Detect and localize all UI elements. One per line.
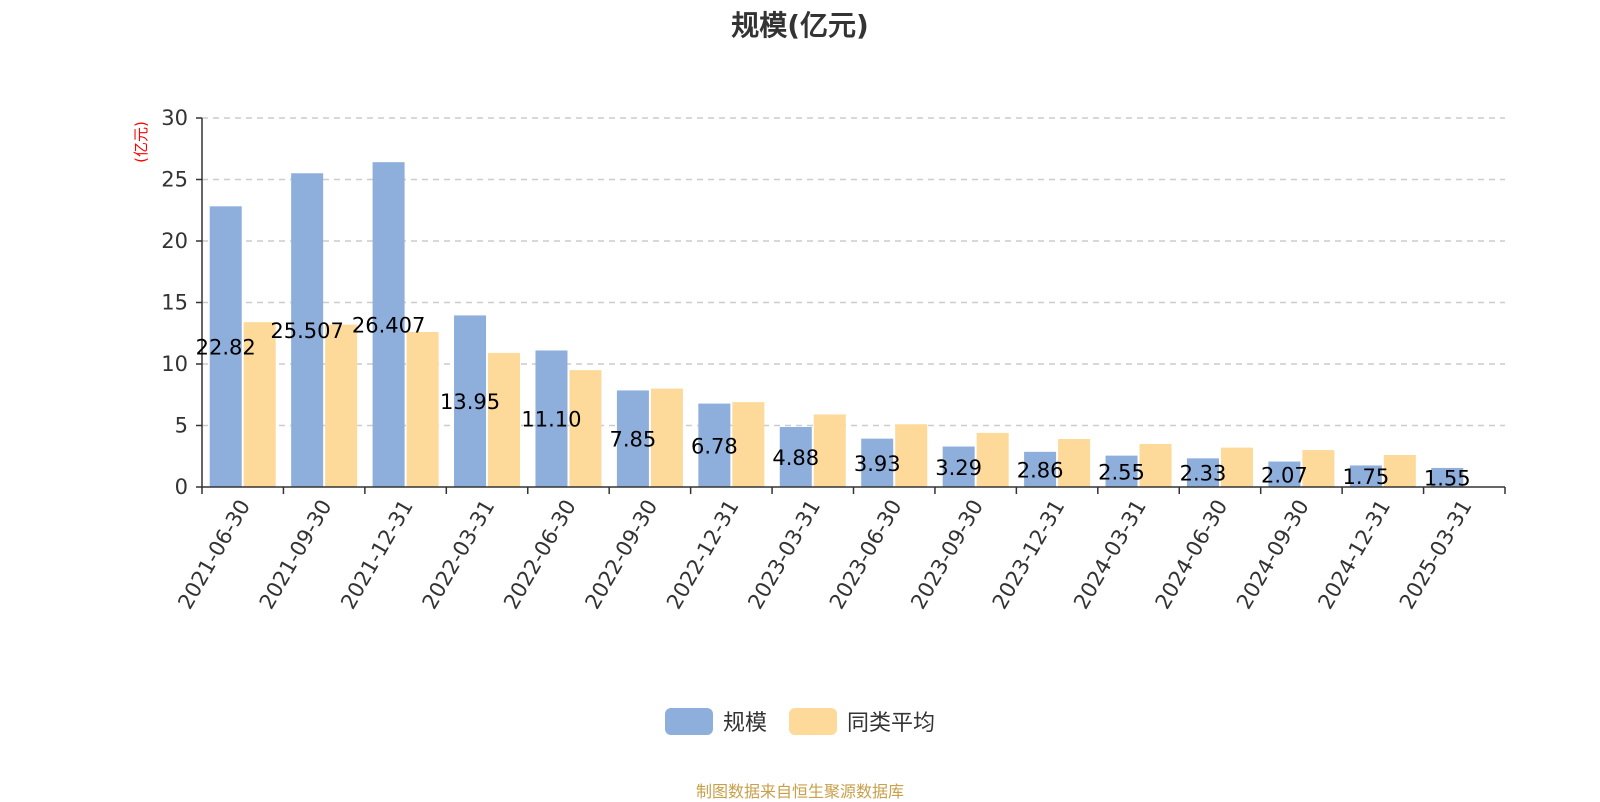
legend-item-scale[interactable]: 规模 [664, 705, 767, 737]
bar-peer-average [895, 424, 928, 487]
data-label: 22.82 [196, 336, 256, 360]
data-label: 2.86 [1017, 458, 1064, 482]
data-label: 26.407 [352, 314, 425, 338]
x-tick-label: 2024-06-30 [1150, 496, 1232, 614]
bar-peer-average [488, 352, 521, 487]
bar-scale [616, 390, 649, 487]
x-tick-label: 2025-03-31 [1395, 496, 1477, 614]
x-tick-label: 2021-06-30 [173, 496, 255, 614]
bar-scale [1431, 467, 1464, 487]
legend-swatch-peer-average [789, 707, 837, 735]
x-tick-label: 2021-09-30 [255, 496, 337, 614]
y-tick-label: 10 [161, 352, 188, 376]
data-label: 2.55 [1098, 460, 1145, 484]
x-tick-label: 2024-09-30 [1232, 496, 1314, 614]
x-tick-label: 2022-09-30 [580, 496, 662, 614]
data-label: 13.95 [440, 390, 500, 414]
bar-scale [1186, 458, 1219, 487]
x-tick-label: 2022-12-31 [662, 496, 744, 614]
bar-scale [942, 446, 975, 487]
bar-scale [535, 350, 568, 487]
chart-title: 规模(亿元) [731, 9, 869, 42]
bar-scale [861, 438, 894, 487]
x-tick-label: 2023-06-30 [825, 496, 907, 614]
bar-peer-average [1302, 450, 1335, 487]
bar-scale [1105, 455, 1138, 487]
bar-peer-average [813, 414, 846, 487]
bar-scale [454, 315, 487, 487]
bar-scale [1349, 465, 1382, 487]
source-note: 制图数据来自恒生聚源数据库 [695, 782, 904, 801]
x-tick-label: 2022-03-31 [418, 496, 500, 614]
legend-label-peer-average: 同类平均 [847, 711, 936, 736]
bar-peer-average [732, 402, 765, 487]
data-label: 3.29 [935, 456, 982, 480]
data-label: 2.07 [1261, 463, 1308, 487]
x-tick-label: 2021-12-31 [336, 496, 418, 614]
x-tick-label: 2023-12-31 [988, 496, 1070, 614]
data-label: 7.85 [610, 428, 657, 452]
data-label: 3.93 [854, 452, 901, 476]
bar-peer-average [1139, 443, 1172, 487]
bar-peer-average [1220, 447, 1253, 487]
x-tick-label: 2024-03-31 [1069, 496, 1151, 614]
data-label: 4.88 [772, 446, 819, 470]
legend: 规模 同类平均 [0, 705, 1600, 737]
data-label: 6.78 [691, 434, 738, 458]
y-tick-label: 0 [175, 475, 188, 499]
bar-scale [372, 162, 405, 487]
y-tick-label: 5 [175, 414, 188, 438]
data-label: 1.75 [1342, 465, 1389, 489]
bar-scale [1024, 451, 1057, 487]
bar-peer-average [569, 370, 602, 487]
y-tick-label: 25 [161, 168, 188, 192]
grid-lines [202, 117, 1505, 427]
y-tick-label: 15 [161, 291, 188, 315]
x-tick-label: 2022-06-30 [499, 496, 581, 614]
data-label: 25.507 [270, 319, 343, 343]
x-tick-label: 2023-09-30 [906, 496, 988, 614]
y-tick-label: 30 [161, 106, 188, 130]
data-label: 1.55 [1424, 466, 1471, 490]
bar-peer-average [650, 388, 683, 487]
y-axis-label: (亿元) [132, 121, 150, 163]
y-tick-label: 20 [161, 229, 188, 253]
bar-peer-average [976, 432, 1009, 487]
bar-scale [779, 426, 812, 487]
bar-peer-average [1383, 455, 1416, 487]
bar-peer-average [243, 322, 276, 487]
data-labels: 22.82 25.507 26.407 13.95 11.10 7.85 6.78 4.88 3… [196, 314, 1471, 491]
bar-peer-average [325, 324, 358, 487]
data-label: 2.33 [1180, 462, 1227, 486]
legend-swatch-scale [664, 707, 713, 735]
bar-scale [209, 206, 242, 487]
legend-item-peer-average[interactable]: 同类平均 [789, 705, 935, 737]
bar-peer-average [1058, 439, 1091, 487]
bars [209, 162, 1464, 487]
bar-scale [698, 403, 731, 487]
x-tick-label: 2024-12-31 [1313, 496, 1395, 614]
bar-scale [1268, 461, 1301, 487]
data-label: 11.10 [521, 408, 581, 432]
bar-peer-average [406, 332, 439, 487]
x-tick-label: 2023-03-31 [743, 496, 825, 614]
bar-scale [291, 173, 324, 487]
legend-label-scale: 规模 [722, 711, 767, 736]
